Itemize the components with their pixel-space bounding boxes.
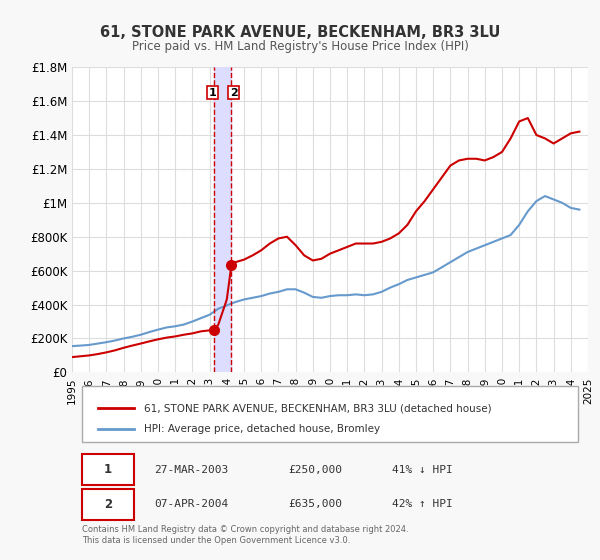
Text: 41% ↓ HPI: 41% ↓ HPI — [392, 465, 452, 475]
Text: HPI: Average price, detached house, Bromley: HPI: Average price, detached house, Brom… — [144, 423, 380, 433]
Text: 07-APR-2004: 07-APR-2004 — [155, 499, 229, 509]
Text: 1: 1 — [209, 87, 217, 97]
Text: Price paid vs. HM Land Registry's House Price Index (HPI): Price paid vs. HM Land Registry's House … — [131, 40, 469, 53]
FancyBboxPatch shape — [82, 386, 578, 442]
Bar — [214, 67, 232, 372]
Text: Contains HM Land Registry data © Crown copyright and database right 2024.
This d: Contains HM Land Registry data © Crown c… — [82, 525, 409, 545]
Text: 42% ↑ HPI: 42% ↑ HPI — [392, 499, 452, 509]
Text: 61, STONE PARK AVENUE, BECKENHAM, BR3 3LU (detached house): 61, STONE PARK AVENUE, BECKENHAM, BR3 3L… — [144, 403, 492, 413]
Text: 61, STONE PARK AVENUE, BECKENHAM, BR3 3LU: 61, STONE PARK AVENUE, BECKENHAM, BR3 3L… — [100, 25, 500, 40]
Text: 27-MAR-2003: 27-MAR-2003 — [155, 465, 229, 475]
Text: £250,000: £250,000 — [289, 465, 343, 475]
Text: £635,000: £635,000 — [289, 499, 343, 509]
FancyBboxPatch shape — [82, 489, 134, 520]
Text: 2: 2 — [230, 87, 238, 97]
Text: 1: 1 — [104, 463, 112, 477]
Text: 2: 2 — [104, 498, 112, 511]
FancyBboxPatch shape — [82, 454, 134, 486]
